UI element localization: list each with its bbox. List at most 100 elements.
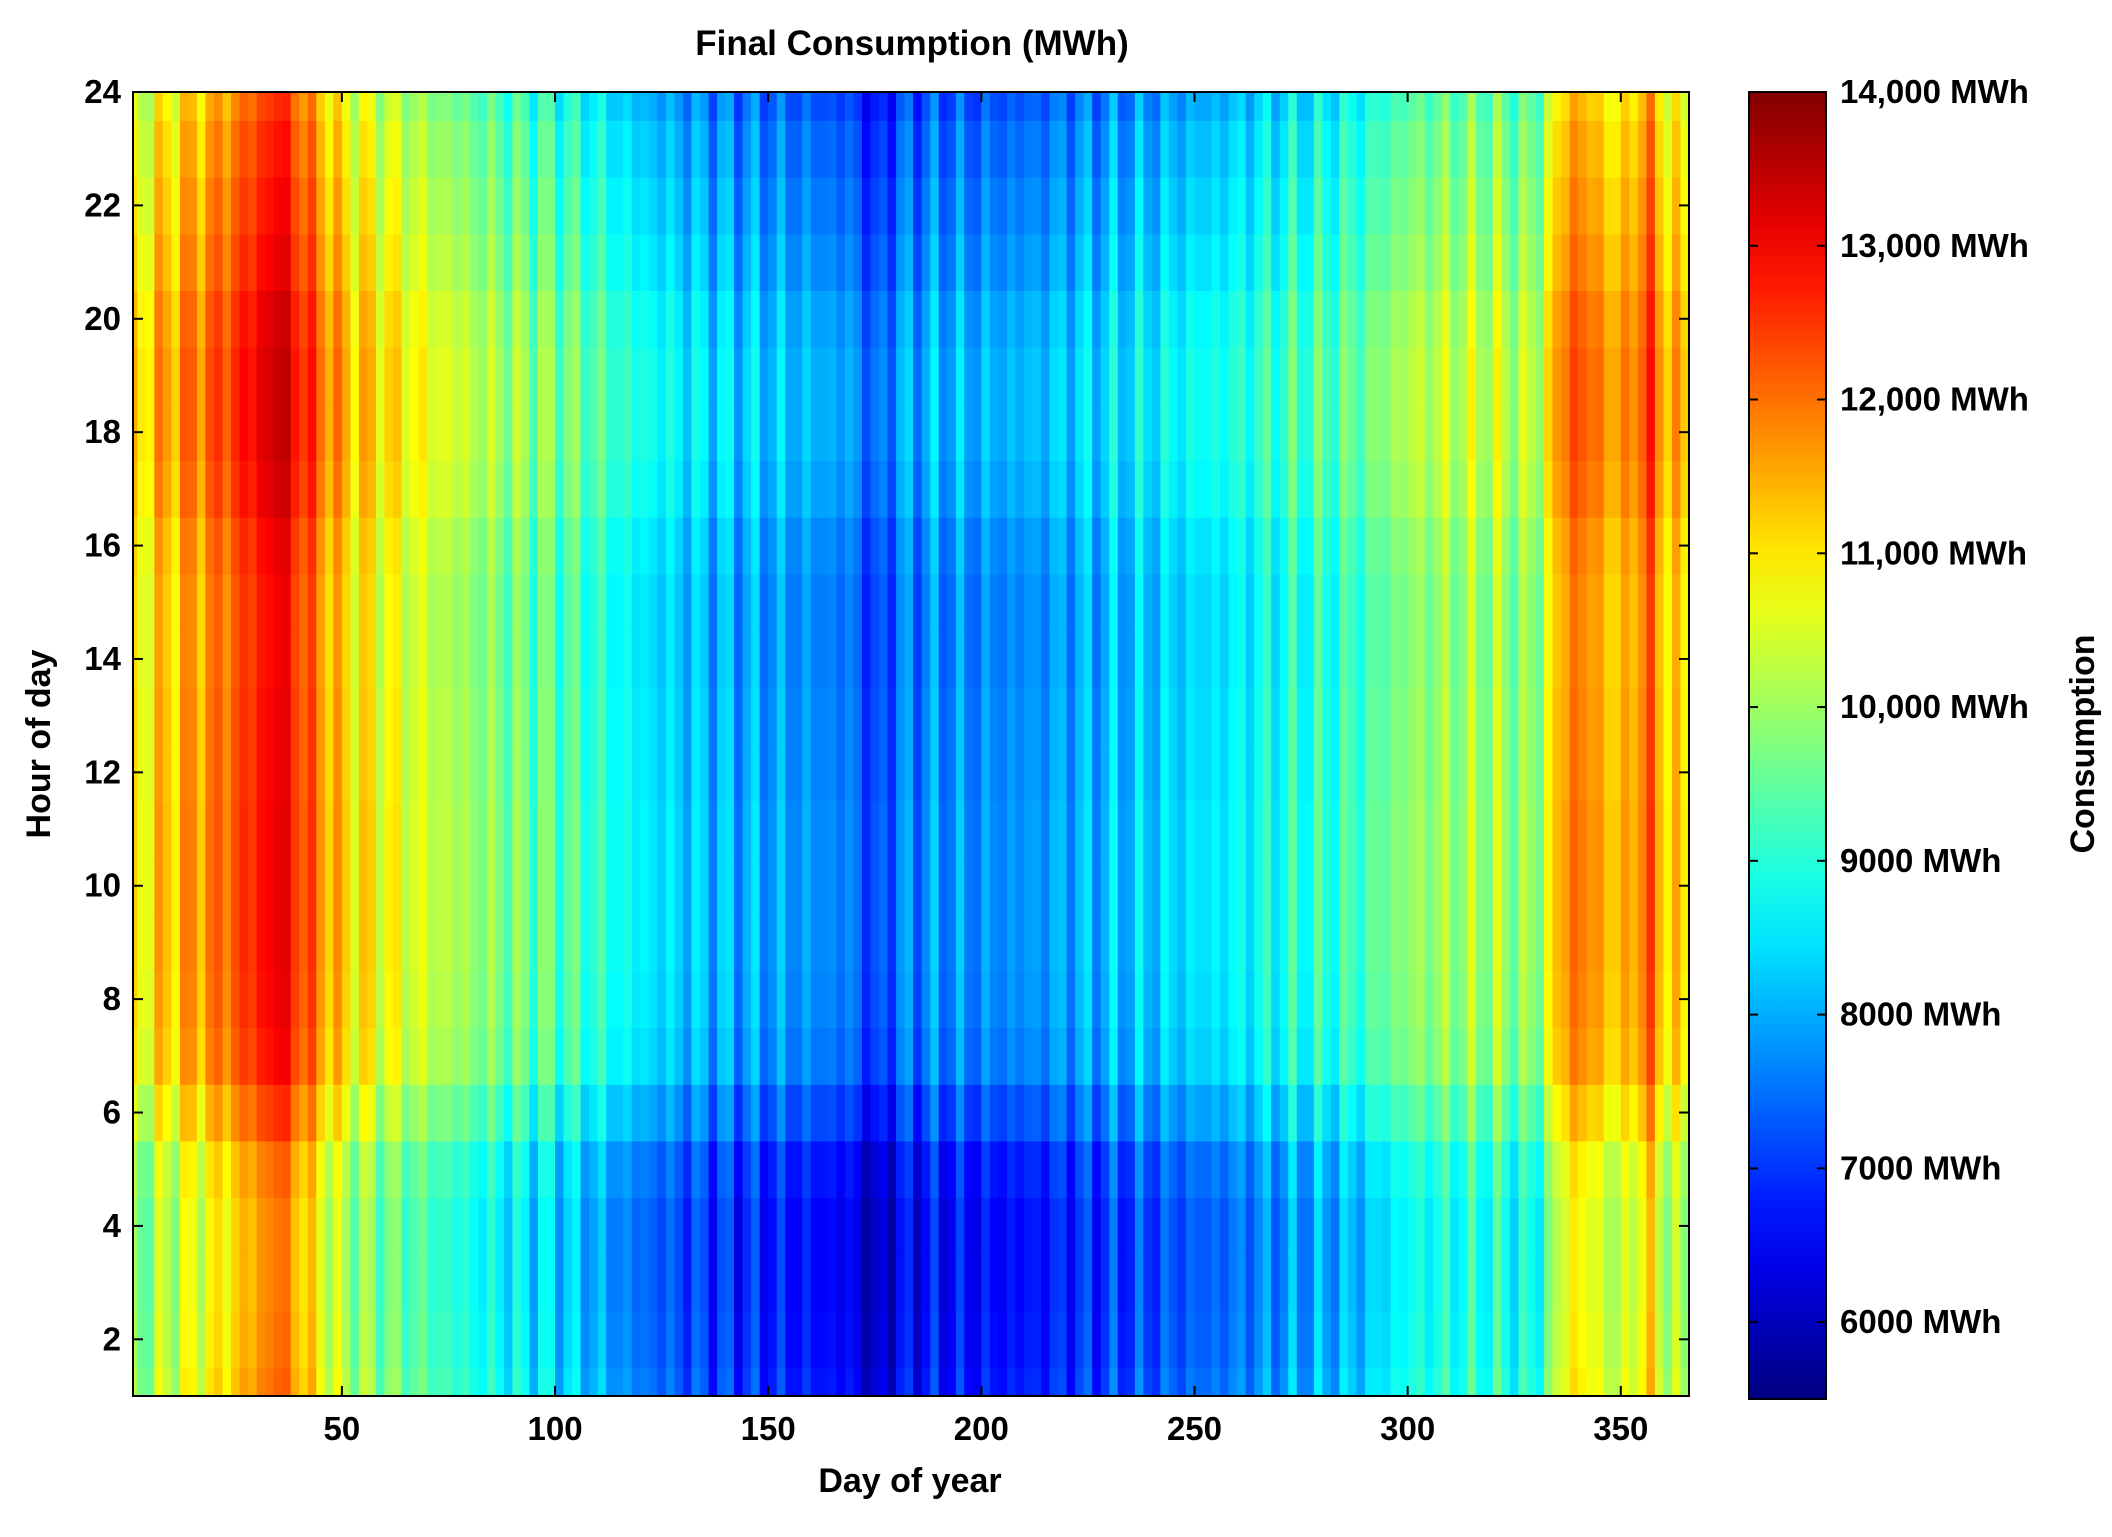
heatmap-cell (461, 233, 471, 292)
heatmap-cell (273, 573, 283, 632)
heatmap-cell (879, 1367, 889, 1397)
y-tick-label: 4 (103, 1207, 122, 1244)
heatmap-cell (589, 1367, 599, 1397)
heatmap-cell (1134, 460, 1144, 518)
heatmap-cell (529, 1310, 539, 1369)
heatmap-cell (546, 630, 556, 688)
heatmap-cell (503, 1140, 514, 1199)
heatmap-cell (1484, 1140, 1494, 1199)
heatmap-cell (921, 1197, 931, 1255)
heatmap-cell (231, 177, 241, 235)
heatmap-cell (623, 1197, 633, 1255)
heatmap-cell (1006, 403, 1017, 462)
heatmap-cell (1501, 347, 1511, 405)
heatmap-cell (1015, 1197, 1025, 1255)
heatmap-cell (435, 233, 445, 292)
heatmap-cell (1450, 177, 1460, 235)
heatmap-cell (1168, 1254, 1179, 1312)
heatmap-cell (520, 92, 531, 121)
heatmap-cell (1168, 687, 1179, 745)
heatmap-cell (1228, 1310, 1238, 1369)
heatmap-cell (1117, 1197, 1127, 1255)
heatmap-cell (546, 1140, 556, 1199)
heatmap-cell (1509, 517, 1520, 575)
heatmap-cell (751, 460, 761, 518)
heatmap-cell (1399, 92, 1409, 121)
heatmap-cell (333, 1027, 343, 1085)
heatmap-cell (589, 857, 599, 915)
heatmap-cell (1041, 347, 1051, 405)
heatmap-cell (1620, 1084, 1630, 1142)
heatmap-cell (1245, 1254, 1255, 1312)
heatmap-cell (1006, 687, 1017, 745)
heatmap-cell (1313, 1254, 1323, 1312)
heatmap-cell (955, 177, 965, 235)
heatmap-cell (350, 517, 360, 575)
heatmap-cell (1203, 857, 1213, 915)
heatmap-cell (1603, 1084, 1613, 1142)
heatmap-cell (725, 347, 735, 405)
heatmap-cell (853, 92, 863, 121)
heatmap-cell (1015, 630, 1025, 688)
heatmap-cell (529, 120, 539, 178)
heatmap-cell (469, 1310, 479, 1369)
heatmap-cell (512, 233, 522, 292)
heatmap-cell (486, 970, 496, 1029)
heatmap-cell (1185, 460, 1196, 518)
heatmap-cell (333, 970, 343, 1029)
heatmap-cell (1006, 573, 1017, 632)
heatmap-cell (640, 1254, 650, 1312)
heatmap-cell (1041, 1140, 1051, 1199)
heatmap-cell (1527, 120, 1537, 178)
heatmap-cell (1416, 1367, 1426, 1397)
heatmap-cell (214, 290, 224, 348)
heatmap-cell (427, 1310, 437, 1369)
heatmap-cell (265, 177, 275, 235)
heatmap-cell (1527, 92, 1537, 121)
heatmap-cell (1467, 233, 1477, 292)
heatmap-cell (861, 177, 872, 235)
heatmap-cell (1407, 460, 1417, 518)
heatmap-cell (836, 460, 846, 518)
heatmap-cell (222, 630, 232, 688)
heatmap-cell (768, 630, 778, 688)
heatmap-cell (265, 687, 275, 745)
heatmap-cell (222, 857, 232, 915)
heatmap-cell (1296, 1310, 1306, 1369)
heatmap-cell (367, 857, 377, 915)
heatmap-cell (1509, 177, 1520, 235)
heatmap-cell (393, 290, 403, 348)
heatmap-cell (282, 914, 292, 972)
heatmap-cell (1194, 1084, 1204, 1142)
heatmap-cell (1578, 1254, 1588, 1312)
heatmap-cell (1126, 120, 1136, 178)
heatmap-cell (1100, 1254, 1110, 1312)
heatmap-cell (1552, 573, 1562, 632)
heatmap-cell (478, 120, 488, 178)
heatmap-cell (1339, 744, 1349, 802)
heatmap-cell (393, 1367, 403, 1397)
heatmap-cell (1075, 1084, 1085, 1142)
heatmap-cell (1032, 1140, 1042, 1199)
heatmap-cell (375, 630, 386, 688)
heatmap-cell (981, 120, 991, 178)
heatmap-cell (682, 1197, 693, 1255)
heatmap-cell (384, 857, 394, 915)
heatmap-cell (1049, 1197, 1059, 1255)
heatmap-cell (1544, 1197, 1554, 1255)
heatmap-cell (998, 970, 1008, 1029)
heatmap-cell (648, 347, 658, 405)
heatmap-cell (981, 92, 991, 121)
heatmap-cell (478, 92, 488, 121)
heatmap-cell (725, 744, 735, 802)
heatmap-cell (1586, 970, 1596, 1029)
heatmap-cell (648, 687, 658, 745)
heatmap-cell (537, 687, 548, 745)
heatmap-cell (555, 1310, 565, 1369)
heatmap-cell (861, 92, 872, 121)
heatmap-cell (1160, 914, 1170, 972)
heatmap-cell (776, 177, 786, 235)
heatmap-cell (393, 120, 403, 178)
heatmap-cell (699, 857, 710, 915)
